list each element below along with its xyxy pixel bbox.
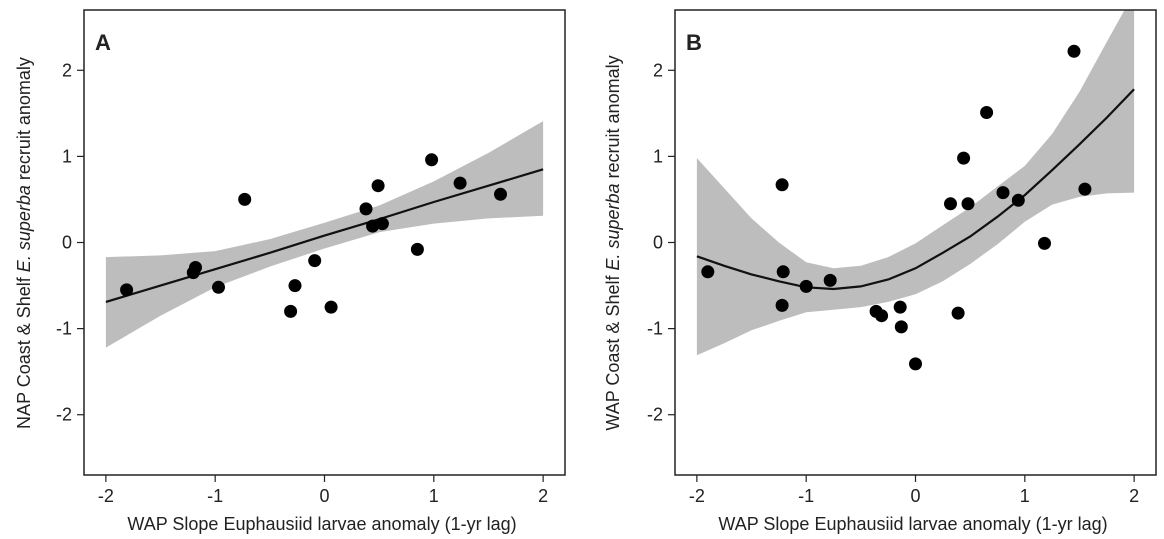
data-point — [1078, 182, 1092, 196]
x-axis-title-b: WAP Slope Euphausiid larvae anomaly (1-y… — [718, 514, 1107, 534]
data-point — [944, 197, 957, 211]
data-point — [453, 176, 467, 190]
data-point — [494, 187, 507, 201]
data-point — [308, 254, 322, 268]
y-axis-title-a: NAP Coast & Shelf E. superba recruit ano… — [14, 57, 34, 429]
x-tick-label: 1 — [429, 486, 439, 506]
y-tick-label: 2 — [62, 60, 72, 80]
y-ticks-b: -2 -1 0 1 2 — [647, 60, 675, 425]
panel-label-a: A — [95, 30, 111, 55]
data-point — [961, 197, 975, 211]
y-tick-label: -1 — [56, 319, 72, 339]
data-point — [359, 202, 373, 216]
data-point — [875, 309, 889, 323]
x-tick-label: -2 — [689, 486, 705, 506]
data-point — [1067, 44, 1081, 58]
data-point — [425, 153, 439, 167]
data-point — [120, 283, 134, 297]
points-layer-a — [120, 153, 507, 318]
y-tick-label: 2 — [653, 60, 663, 80]
x-ticks-a: -2 -1 0 1 2 — [98, 475, 548, 506]
panel-a: -2 -1 0 1 2 -2 -1 0 1 2 A WAP Slope Euphausiid l… — [14, 9, 566, 534]
x-tick-label: 1 — [1020, 486, 1030, 506]
y-axis-title-a-species: E. superba — [14, 185, 34, 272]
data-point — [238, 192, 252, 206]
data-point — [375, 217, 389, 231]
y-axis-title-a-part3: recruit anomaly — [14, 57, 34, 185]
data-point — [776, 265, 790, 279]
data-point — [775, 178, 789, 192]
y-axis-title-b: WAP Coast & Shelf E. superba recruit ano… — [603, 55, 623, 430]
data-point — [799, 279, 813, 293]
fit-line-layer-a — [105, 168, 544, 303]
data-point — [957, 151, 971, 165]
x-ticks-b: -2 -1 0 1 2 — [689, 475, 1139, 506]
data-point — [1038, 236, 1051, 250]
y-tick-label: -2 — [647, 405, 663, 425]
confidence-band-b — [696, 10, 1135, 356]
x-tick-label: -1 — [207, 486, 223, 506]
x-tick-label: -2 — [98, 486, 114, 506]
data-point — [189, 261, 202, 274]
confidence-band-layer-a — [105, 121, 544, 348]
data-point — [1011, 193, 1025, 207]
y-tick-label: 1 — [62, 146, 72, 166]
fit-line-a — [105, 168, 544, 303]
confidence-band-a — [105, 121, 544, 348]
confidence-band-layer-b — [696, 10, 1135, 356]
x-tick-label: 0 — [319, 486, 329, 506]
y-tick-label: -1 — [647, 319, 663, 339]
x-tick-label: 2 — [1129, 486, 1139, 506]
data-point — [284, 304, 298, 318]
x-axis-title-a: WAP Slope Euphausiid larvae anomaly (1-y… — [127, 514, 516, 534]
panel-label-b: B — [686, 30, 702, 55]
data-point — [371, 179, 385, 193]
fit-line-layer-b — [696, 88, 1135, 291]
data-point — [775, 298, 789, 312]
y-tick-label: 0 — [62, 233, 72, 253]
x-tick-label: 0 — [910, 486, 920, 506]
data-point — [324, 300, 338, 314]
y-axis-title-b-part3: recruit anomaly — [603, 55, 623, 183]
data-point — [410, 242, 424, 256]
data-point — [980, 106, 994, 119]
data-point — [212, 280, 225, 294]
x-tick-label: 2 — [538, 486, 548, 506]
y-axis-title-a-part1: NAP Coast & Shelf — [14, 272, 34, 429]
fit-line-b — [696, 88, 1135, 291]
data-point — [366, 219, 380, 233]
y-tick-label: 1 — [653, 146, 663, 166]
data-point — [288, 279, 302, 293]
data-point — [951, 306, 965, 320]
y-axis-title-b-species: E. superba — [603, 183, 623, 270]
data-point — [909, 357, 922, 371]
points-layer-b — [701, 44, 1092, 371]
y-tick-label: -2 — [56, 405, 72, 425]
data-point — [893, 300, 907, 314]
x-tick-label: -1 — [798, 486, 814, 506]
data-point — [823, 273, 837, 287]
data-point — [996, 186, 1010, 200]
panel-b: -2 -1 0 1 2 -2 -1 0 1 2 B WAP Slope Euphausiid l… — [603, 9, 1157, 534]
y-ticks-a: -2 -1 0 1 2 — [56, 60, 84, 425]
data-point — [894, 320, 908, 334]
y-axis-title-b-part1: WAP Coast & Shelf — [603, 271, 623, 431]
data-point — [701, 265, 715, 279]
y-tick-label: 0 — [653, 233, 663, 253]
